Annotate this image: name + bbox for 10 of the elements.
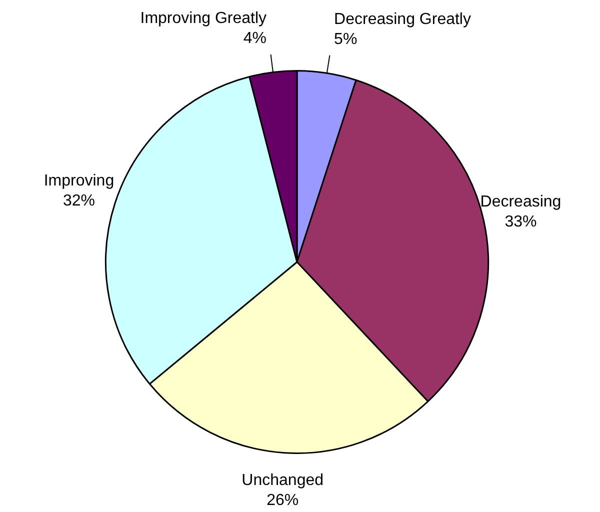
slice-label: Decreasing bbox=[480, 193, 562, 210]
slice-label: Decreasing Greatly bbox=[334, 11, 471, 28]
data-label: 32% bbox=[62, 192, 95, 210]
data-label: 33% bbox=[504, 213, 537, 230]
slice-label: Unchanged bbox=[242, 472, 324, 490]
data-label: 4% bbox=[243, 30, 267, 48]
data-label: 5% bbox=[334, 31, 358, 48]
slice-label: Improving bbox=[44, 172, 114, 190]
data-label: 26% bbox=[266, 492, 299, 510]
slice-label: Improving Greatly bbox=[140, 10, 267, 28]
